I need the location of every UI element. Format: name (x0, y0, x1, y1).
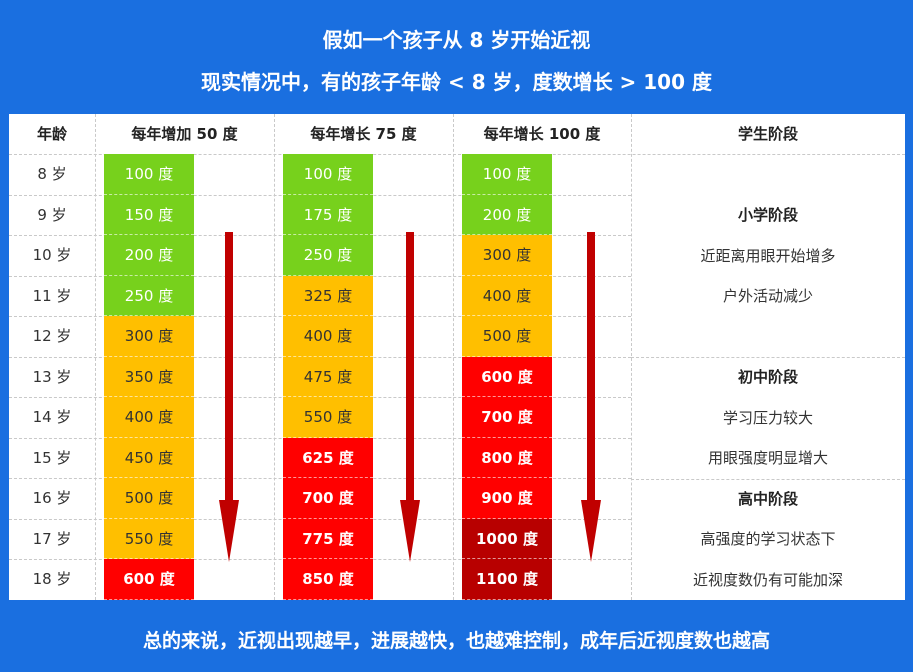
age-cell: 14 岁 (32, 408, 72, 426)
stage-middle-line-1: 学习压力较大 (722, 408, 813, 427)
degree-cell: 700 度 (462, 397, 552, 438)
degree-cell: 300 度 (462, 235, 552, 276)
header-stage: 学生阶段 (737, 125, 798, 143)
age-cell: 8 岁 (37, 165, 67, 183)
degree-cell: 250 度 (104, 275, 194, 316)
down-arrow-icon (219, 232, 239, 562)
age-cell: 10 岁 (32, 246, 72, 264)
down-arrow-icon (400, 232, 420, 562)
degree-cell: 175 度 (283, 194, 373, 235)
stage-middle-line-2: 用眼强度明显增大 (707, 449, 828, 467)
degree-cell: 350 度 (104, 356, 194, 397)
down-arrow-icon (581, 232, 601, 562)
degree-cell: 100 度 (283, 154, 373, 195)
degree-cell: 200 度 (462, 194, 552, 235)
title-line-1: 假如一个孩子从 8 岁开始近视 (322, 28, 591, 52)
age-cell: 17 岁 (32, 529, 72, 548)
degree-cell: 550 度 (104, 518, 194, 559)
degree-cell: 600 度 (104, 559, 194, 600)
stage-primary-line-2: 户外活动减少 (722, 287, 813, 305)
stage-high-title: 高中阶段 (737, 489, 798, 508)
degree-cell: 900 度 (462, 478, 552, 519)
degree-cell: 400 度 (462, 275, 552, 316)
age-cell: 9 岁 (37, 205, 67, 224)
degree-cell: 700 度 (283, 478, 373, 519)
degree-cell: 475 度 (283, 356, 373, 397)
age-cell: 11 岁 (32, 286, 72, 305)
stage-primary-title: 小学阶段 (737, 206, 798, 224)
degree-cell: 550 度 (283, 397, 373, 438)
degree-cell: 400 度 (283, 316, 373, 357)
header-100: 每年增长 100 度 (483, 125, 601, 143)
degree-cell: 450 度 (104, 437, 194, 478)
header-75: 每年增长 75 度 (310, 125, 417, 143)
degree-cell: 850 度 (283, 559, 373, 600)
degree-cell: 250 度 (283, 235, 373, 276)
age-cell: 15 岁 (32, 448, 72, 467)
degree-cell: 500 度 (104, 478, 194, 519)
degree-cell: 500 度 (462, 316, 552, 357)
header-divider (9, 154, 905, 155)
footer-summary: 总的来说，近视出现越早，进展越快，也越难控制，成年后近视度数也越高 (142, 630, 770, 652)
age-cell: 13 岁 (32, 367, 72, 386)
degree-cell: 600 度 (462, 356, 552, 397)
degree-cell: 100 度 (104, 154, 194, 195)
degree-cell: 1000 度 (462, 518, 552, 559)
stage-high-line-1: 高强度的学习状态下 (700, 530, 836, 548)
degree-cell: 150 度 (104, 194, 194, 235)
stage-divider (631, 478, 905, 480)
stage-high-line-2: 近视度数仍有可能加深 (692, 570, 843, 589)
header-age: 年龄 (36, 125, 67, 143)
degree-cell: 1100 度 (462, 559, 552, 600)
title-line-2: 现实情况中，有的孩子年龄 < 8 岁，度数增长 > 100 度 (201, 70, 712, 94)
degree-cell: 325 度 (283, 275, 373, 316)
header-50: 每年增加 50 度 (131, 125, 238, 143)
stage-middle-title: 初中阶段 (737, 368, 798, 386)
degree-cell: 775 度 (283, 518, 373, 559)
degree-cell: 400 度 (104, 397, 194, 438)
age-cell: 12 岁 (32, 327, 72, 345)
myopia-table: 年龄 每年增加 50 度 每年增长 75 度 每年增长 100 度 学生阶段 8… (9, 114, 905, 600)
stage-divider (631, 357, 905, 358)
degree-cell: 100 度 (462, 154, 552, 195)
stage-primary-line-1: 近距离用眼开始增多 (700, 246, 836, 265)
degree-cell: 625 度 (283, 437, 373, 478)
age-cell: 18 岁 (32, 570, 72, 588)
degree-cell: 200 度 (104, 235, 194, 276)
degree-cell: 800 度 (462, 437, 552, 478)
degree-cell: 300 度 (104, 316, 194, 357)
age-cell: 16 岁 (32, 489, 72, 507)
